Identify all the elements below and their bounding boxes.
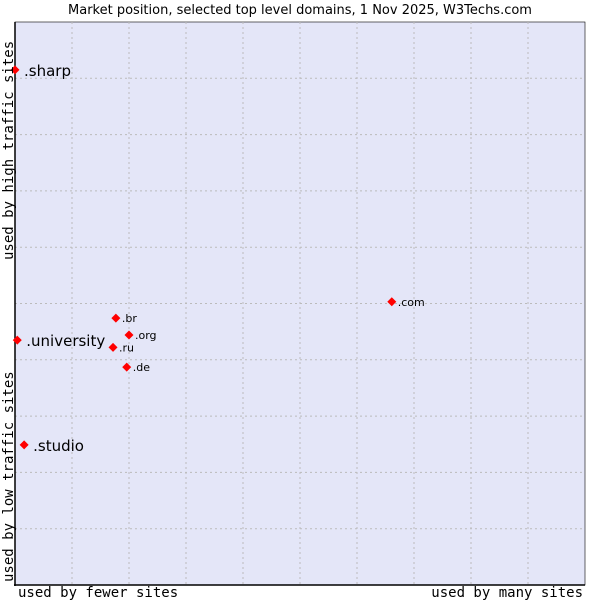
point-label: .studio xyxy=(33,437,84,455)
points: .sharp .university .studio .br .org.ru .de .co… xyxy=(10,62,425,455)
data-point xyxy=(108,342,118,352)
data-point xyxy=(122,362,132,372)
data-point xyxy=(12,335,22,345)
point-label: .university xyxy=(26,332,105,350)
y-label-bottom: used by low traffic sites xyxy=(1,371,17,582)
data-point xyxy=(387,297,397,307)
point-label: .org xyxy=(135,329,157,342)
point-label: .com xyxy=(398,296,425,309)
point-label: .ru xyxy=(119,341,134,354)
point-label: .sharp xyxy=(24,62,71,80)
data-point xyxy=(10,65,20,75)
grid xyxy=(15,22,585,585)
data-point xyxy=(111,313,121,323)
data-point xyxy=(19,440,29,450)
point-label: .br xyxy=(122,312,137,325)
y-label-top: used by high traffic sites xyxy=(1,41,17,260)
chart-title: Market position, selected top level doma… xyxy=(68,3,532,18)
x-label-left: used by fewer sites xyxy=(18,585,178,600)
x-label-right: used by many sites xyxy=(431,585,583,600)
point-label: .de xyxy=(133,361,150,374)
data-point xyxy=(124,330,134,340)
